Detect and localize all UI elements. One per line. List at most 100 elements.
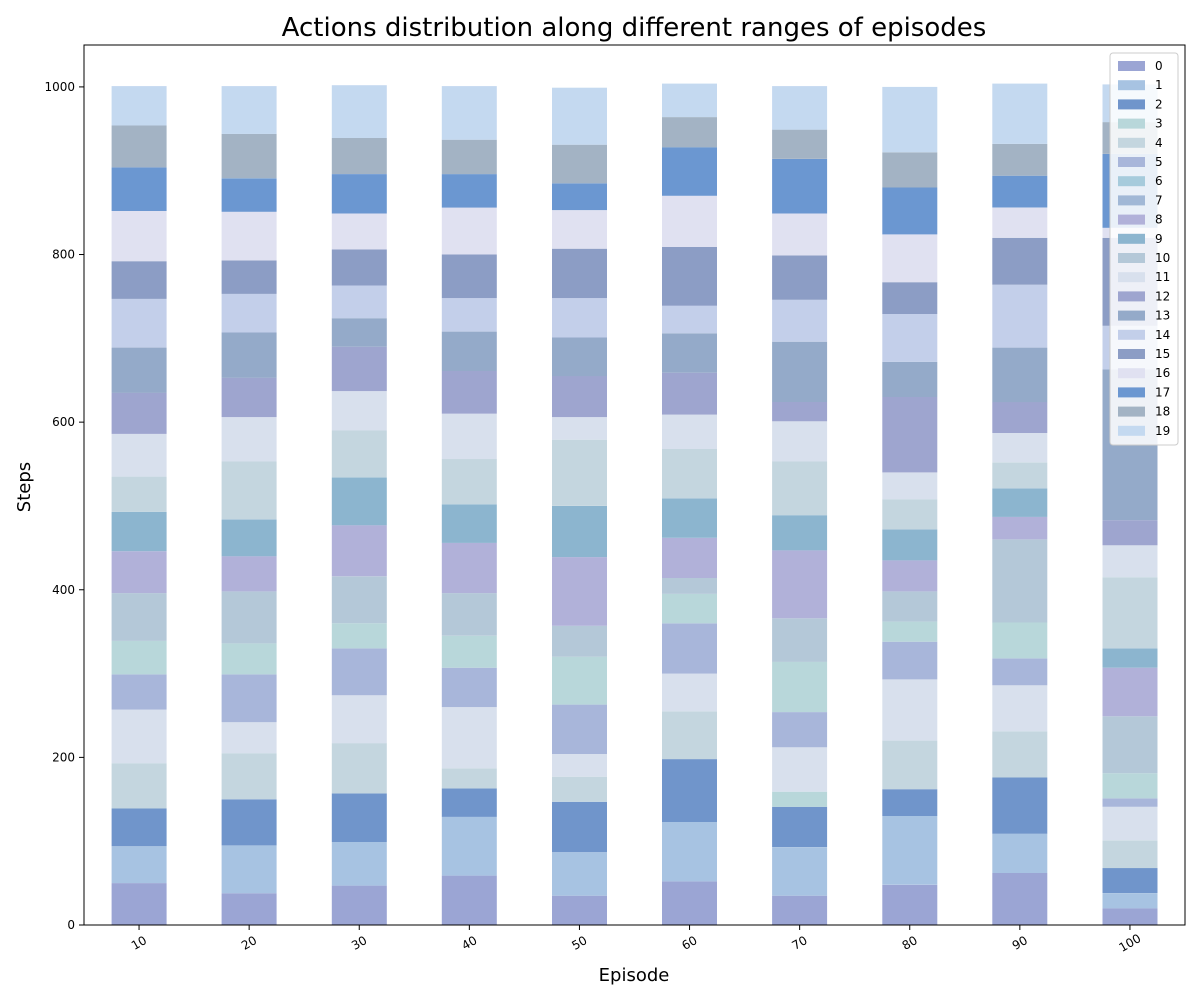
bar-segment — [221, 461, 277, 520]
legend-label: 15 — [1155, 347, 1170, 361]
legend-swatch — [1118, 253, 1145, 263]
bar-segment — [221, 178, 277, 212]
bar-segment — [221, 260, 277, 294]
bar-segment — [221, 643, 277, 675]
legend-swatch — [1118, 195, 1145, 206]
bar-segment — [882, 397, 938, 473]
bar-segment — [992, 402, 1048, 433]
legend-swatch — [1118, 387, 1145, 398]
bar-segment — [772, 341, 828, 402]
bar-segment — [552, 417, 607, 440]
bar-segment — [772, 159, 828, 214]
chart-title: Actions distribution along different ran… — [282, 13, 987, 43]
bar-segment — [331, 743, 387, 794]
bar-segment — [662, 333, 717, 373]
bar-segment — [992, 731, 1048, 778]
legend-swatch — [1118, 176, 1145, 187]
bar-segment — [441, 331, 497, 371]
bar-segment — [552, 87, 607, 145]
bar-segment — [882, 560, 938, 592]
bar-segment — [882, 679, 938, 741]
bar-segment — [441, 816, 497, 876]
bar-segment — [331, 695, 387, 744]
legend-swatch — [1118, 61, 1145, 71]
bar-segment — [111, 883, 167, 925]
bar-segment — [552, 439, 607, 506]
bar-segment — [441, 86, 497, 140]
bar-segment — [992, 622, 1048, 659]
bar-segment — [662, 247, 717, 306]
bar-segment — [992, 284, 1048, 348]
bar-segment — [331, 623, 387, 649]
bar-segment — [882, 361, 938, 397]
bar-segment — [772, 86, 828, 130]
bar-segment — [662, 881, 717, 925]
bar-segment — [331, 249, 387, 286]
bar-segment — [882, 641, 938, 680]
legend-label: 18 — [1155, 405, 1170, 419]
bar-segment — [441, 788, 497, 817]
bar-segment — [882, 282, 938, 314]
legend-swatch — [1118, 137, 1145, 148]
bar-segment — [111, 476, 167, 512]
bar-segment — [111, 674, 167, 710]
bar-segment — [772, 712, 828, 748]
bar-segment — [111, 433, 167, 477]
bar-segment — [662, 83, 717, 118]
bar-segment — [1102, 577, 1158, 649]
bar-segment — [441, 371, 497, 414]
bar-segment — [221, 845, 277, 894]
bar-segment — [882, 472, 938, 500]
bar-segment — [882, 86, 938, 153]
bar-segment — [662, 449, 717, 499]
bar-segment — [882, 499, 938, 530]
bar-segment — [111, 261, 167, 299]
bar-segment — [221, 293, 277, 333]
bar-segment — [331, 525, 387, 577]
plot-frame — [83, 44, 1186, 926]
bar-segment — [1102, 667, 1158, 717]
legend-label: 11 — [1155, 270, 1170, 284]
legend-label: 10 — [1155, 251, 1170, 265]
y-tick-label: 200 — [52, 750, 75, 764]
bar-segment — [331, 793, 387, 842]
legend-swatch — [1118, 349, 1145, 359]
legend-swatch — [1118, 118, 1145, 129]
bar-segment — [221, 417, 277, 462]
bar-segment — [221, 674, 277, 723]
bar-segment — [662, 759, 717, 822]
bar-segment — [772, 747, 828, 792]
bar-segment — [992, 873, 1048, 925]
bar-segment — [662, 305, 717, 334]
bar-segment — [772, 129, 828, 159]
bar-segment — [552, 298, 607, 338]
bar-segment — [552, 852, 607, 896]
bar-segment — [882, 234, 938, 283]
bar-segment — [221, 556, 277, 592]
legend-label: 13 — [1155, 309, 1170, 323]
bar-segment — [441, 207, 497, 255]
bar-segment — [772, 895, 828, 925]
bar-segment — [552, 776, 607, 802]
x-tick-label: 30 — [349, 933, 369, 953]
bar-segment — [662, 537, 717, 578]
bar-segment — [552, 248, 607, 299]
bar-segment — [662, 147, 717, 196]
bar-segment — [882, 884, 938, 925]
bar-segment — [331, 430, 387, 478]
bar-segment — [441, 593, 497, 636]
bar-segment — [662, 821, 717, 882]
legend-swatch — [1118, 368, 1145, 379]
bar-segment — [772, 402, 828, 422]
bar-segment — [992, 658, 1048, 686]
x-tick-label: 40 — [459, 933, 479, 953]
x-tick-label: 50 — [569, 933, 589, 953]
bar-segment — [111, 640, 167, 675]
bar-segment — [662, 498, 717, 538]
bar-segment — [441, 768, 497, 789]
legend-label: 2 — [1155, 97, 1163, 111]
bar-segment — [441, 707, 497, 769]
bar-segment — [992, 488, 1048, 517]
bar-segment — [331, 885, 387, 925]
